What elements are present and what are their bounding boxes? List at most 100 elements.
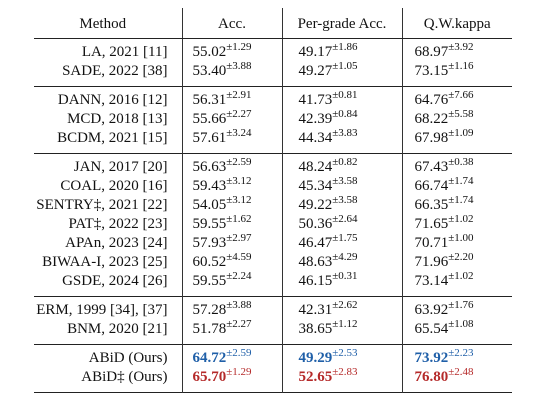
std-value: ±1.12 xyxy=(332,318,358,330)
per-grade-acc-cell: 48.24±0.82 xyxy=(282,153,403,177)
mean-value: 53.40 xyxy=(192,63,227,79)
mean-value: 51.78 xyxy=(192,321,227,337)
value: 73.92±2.23 xyxy=(414,348,474,368)
per-grade-acc-cell: 44.34±3.83 xyxy=(282,128,403,154)
std-value: ±2.48 xyxy=(448,366,474,378)
mean-value: 57.28 xyxy=(192,302,227,318)
value: 56.63±2.59 xyxy=(193,157,252,177)
qw-kappa-cell: 71.96±2.20 xyxy=(402,252,512,272)
mean-value: 56.31 xyxy=(192,92,227,108)
mean-value: 44.34 xyxy=(298,130,333,146)
mean-value: 59.55 xyxy=(192,216,227,232)
std-value: ±0.82 xyxy=(332,156,358,168)
method-cell: PAT‡, 2022 [23] xyxy=(34,215,183,234)
value: 56.31±2.91 xyxy=(192,90,252,110)
value: 52.65±2.83 xyxy=(298,366,358,387)
table-row: APAn, 2023 [24] 57.93±2.97 46.47±1.75 70.71… xyxy=(34,232,512,253)
qw-kappa-cell: 68.97±3.92 xyxy=(402,39,512,63)
std-value: ±2.27 xyxy=(226,108,252,120)
value: 49.22±3.58 xyxy=(298,195,358,215)
value: 42.39±0.84 xyxy=(298,109,358,129)
acc-cell: 55.66±2.27 xyxy=(182,108,283,129)
mean-value: 42.31 xyxy=(298,302,333,318)
table-row: GSDE, 2024 [26] 59.55±2.24 46.15±0.31 73.14… xyxy=(34,270,512,297)
method-cell: APAn, 2023 [24] xyxy=(34,234,183,253)
value: 73.14±1.02 xyxy=(415,270,474,291)
value: 55.02±1.29 xyxy=(193,41,252,62)
value: 60.52±4.59 xyxy=(192,252,252,272)
mean-value: 42.39 xyxy=(298,111,333,127)
table-row: ABiD (Ours) 64.72±2.59 49.29±2.53 73.92±2.2… xyxy=(34,344,512,369)
mean-value: 73.92 xyxy=(414,350,449,366)
value: 41.73±0.81 xyxy=(299,89,358,110)
acc-cell: 53.40±3.88 xyxy=(182,61,283,87)
value: 59.43±3.12 xyxy=(193,176,252,196)
method-cell: MCD, 2018 [13] xyxy=(34,110,183,129)
std-value: ±1.74 xyxy=(448,175,474,187)
per-grade-acc-cell: 48.63±4.29 xyxy=(282,252,403,272)
qw-kappa-cell: 66.74±1.74 xyxy=(402,175,512,196)
mean-value: 54.05 xyxy=(192,197,227,213)
value: 46.47±1.75 xyxy=(299,232,358,253)
header-acc: Acc. xyxy=(182,8,283,39)
std-value: ±2.83 xyxy=(332,366,358,378)
value: 70.71±1.00 xyxy=(414,233,474,253)
table-row: COAL, 2020 [16] 59.43±3.12 45.34±3.58 66.74… xyxy=(34,175,512,196)
value: 66.35±1.74 xyxy=(414,194,474,215)
std-value: ±2.59 xyxy=(226,347,252,359)
std-value: ±1.02 xyxy=(448,270,474,282)
qw-kappa-cell: 73.92±2.23 xyxy=(402,345,512,369)
value: 57.61±3.24 xyxy=(192,128,252,148)
mean-value: 49.17 xyxy=(298,44,333,60)
std-value: ±1.16 xyxy=(448,60,474,72)
value: 67.43±0.38 xyxy=(414,157,474,177)
std-value: ±1.29 xyxy=(226,41,252,53)
mean-value: 48.24 xyxy=(298,159,333,175)
mean-value: 64.72 xyxy=(192,350,227,366)
header-method: Method xyxy=(34,8,183,39)
table-row: MCD, 2018 [13] 55.66±2.27 42.39±0.84 68.22±… xyxy=(34,108,512,129)
mean-value: 67.98 xyxy=(414,130,449,146)
mean-value: 49.22 xyxy=(298,197,333,213)
acc-cell: 57.61±3.24 xyxy=(182,128,283,154)
mean-value: 45.34 xyxy=(298,178,333,194)
method-cell: LA, 2021 [11] xyxy=(34,38,183,62)
mean-value: 70.71 xyxy=(414,235,449,251)
method-cell: SADE, 2022 [38] xyxy=(34,62,183,87)
std-value: ±1.74 xyxy=(448,194,474,206)
value: 59.55±1.62 xyxy=(192,214,252,234)
per-grade-acc-cell: 45.34±3.58 xyxy=(282,176,403,196)
std-value: ±1.75 xyxy=(332,232,358,244)
mean-value: 65.54 xyxy=(414,321,449,337)
header-qw-kappa: Q.W.kappa xyxy=(402,8,512,39)
value: 49.17±1.86 xyxy=(298,42,358,62)
value: 67.98±1.09 xyxy=(414,128,474,148)
value: 65.70±1.29 xyxy=(193,367,252,387)
std-value: ±0.81 xyxy=(332,89,358,101)
per-grade-acc-cell: 46.47±1.75 xyxy=(282,232,403,253)
method-cell: ABiD (Ours) xyxy=(34,344,183,368)
value: 38.65±1.12 xyxy=(299,318,358,339)
mean-value: 60.52 xyxy=(192,254,227,270)
mean-value: 71.65 xyxy=(414,216,449,232)
mean-value: 57.93 xyxy=(192,235,227,251)
mean-value: 67.43 xyxy=(414,159,449,175)
value: 49.27±1.05 xyxy=(299,61,358,81)
acc-cell: 64.72±2.59 xyxy=(182,344,283,368)
value: 64.76±7.66 xyxy=(415,90,474,110)
table-row: SADE, 2022 [38] 53.40±3.88 49.27±1.05 73.15… xyxy=(34,60,512,87)
std-value: ±0.31 xyxy=(332,270,358,282)
per-grade-acc-cell: 49.27±1.05 xyxy=(282,61,403,87)
acc-cell: 65.70±1.29 xyxy=(182,367,283,393)
std-value: ±2.53 xyxy=(332,347,358,359)
acc-cell: 55.02±1.29 xyxy=(182,38,283,62)
mean-value: 66.35 xyxy=(414,197,449,213)
mean-value: 52.65 xyxy=(298,369,333,385)
value: 57.93±2.97 xyxy=(192,233,252,253)
value: 51.78±2.27 xyxy=(192,319,252,339)
std-value: ±1.08 xyxy=(448,318,474,330)
mean-value: 66.74 xyxy=(414,178,449,194)
mean-value: 57.61 xyxy=(192,130,227,146)
table-row: SENTRY‡, 2021 [22] 54.05±3.12 49.22±3.58 66… xyxy=(34,194,512,215)
qw-kappa-cell: 65.54±1.08 xyxy=(402,318,512,345)
